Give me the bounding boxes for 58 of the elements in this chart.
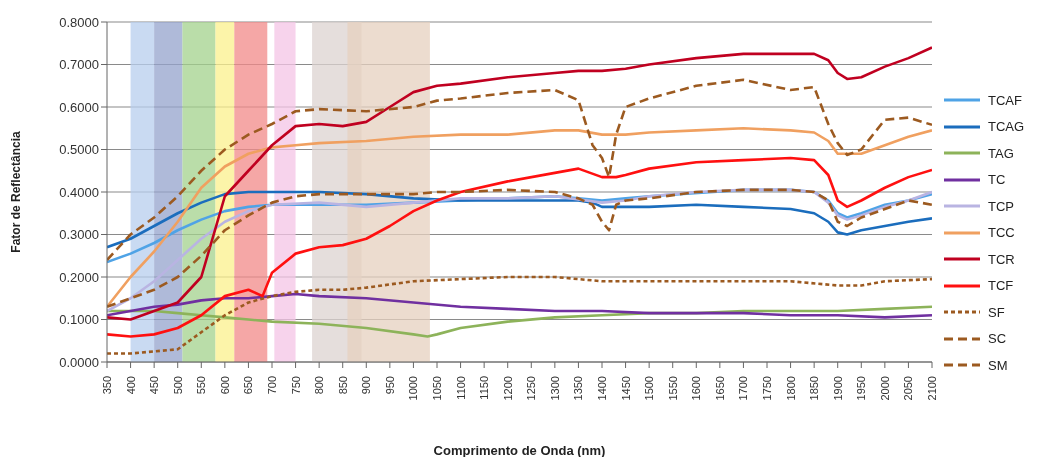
y-axis-title: Fator de Reflectância	[9, 130, 24, 253]
x-tick-label: 1450	[619, 376, 632, 401]
legend-label: TCP	[988, 198, 1014, 214]
y-tick-label: 0.8000	[59, 14, 99, 30]
y-tick-label: 0.5000	[59, 142, 99, 158]
x-tick-label: 1100	[454, 376, 467, 400]
legend-label: SM	[988, 357, 1008, 373]
legend-label: TCC	[988, 225, 1015, 240]
legend-label: SC	[988, 331, 1007, 346]
x-tick-label: 1850	[808, 376, 821, 401]
x-tick-label: 950	[383, 376, 396, 395]
x-tick-label: 900	[360, 376, 373, 395]
x-axis-title: Comprimento de Onda (nm)	[433, 443, 606, 457]
x-tick-label: 1700	[737, 376, 750, 401]
x-tick-label: 1000	[407, 376, 420, 401]
x-tick-label: 1250	[525, 376, 538, 401]
x-tick-label: 1900	[831, 376, 844, 401]
x-tick-label: 500	[171, 376, 184, 395]
x-tick-label: 350	[101, 376, 113, 395]
x-tick-label: 2000	[878, 376, 891, 401]
x-tick-label: 1550	[666, 376, 679, 401]
y-tick-label: 0.2000	[59, 269, 99, 285]
legend-label: TCAF	[988, 92, 1022, 108]
x-tick-label: 2100	[926, 376, 938, 401]
y-tick-label: 0.1000	[59, 312, 99, 328]
x-tick-label: 850	[336, 376, 349, 395]
x-tick-label: 1650	[713, 376, 726, 401]
x-tick-label: 650	[242, 376, 255, 395]
x-tick-label: 1050	[431, 376, 443, 401]
x-tick-label: 1800	[784, 376, 797, 401]
x-tick-label: 1300	[548, 376, 561, 401]
x-tick-label: 550	[195, 376, 208, 395]
x-tick-label: 1350	[572, 376, 585, 401]
legend-label: TCAG	[988, 119, 1025, 134]
x-tick-label: 1500	[643, 376, 656, 401]
y-tick-label: 0.6000	[59, 99, 99, 115]
legend-label: TCF	[988, 278, 1014, 293]
y-tick-label: 0.3000	[59, 227, 99, 243]
legend-label: TAG	[988, 145, 1014, 161]
legend-label: SF	[988, 304, 1005, 320]
x-tick-label: 1200	[501, 376, 514, 401]
x-tick-label: 1750	[761, 376, 773, 401]
y-tick-label: 0.4000	[59, 184, 99, 200]
x-tick-label: 800	[313, 376, 326, 395]
x-tick-label: 750	[289, 376, 302, 395]
x-tick-label: 2050	[902, 376, 915, 401]
y-tick-label: 0.0000	[59, 354, 99, 370]
y-tick-label: 0.7000	[59, 57, 99, 73]
legend-label: TCR	[988, 251, 1015, 267]
x-tick-label: 600	[218, 376, 231, 395]
x-tick-label: 1400	[596, 376, 608, 401]
x-tick-label: 1600	[690, 376, 703, 401]
x-tick-label: 400	[124, 376, 137, 395]
x-tick-label: 700	[266, 376, 278, 395]
x-tick-label: 450	[148, 376, 161, 395]
legend-label: TC	[988, 172, 1006, 187]
x-tick-label: 1150	[478, 376, 491, 400]
x-tick-label: 1950	[855, 376, 868, 401]
